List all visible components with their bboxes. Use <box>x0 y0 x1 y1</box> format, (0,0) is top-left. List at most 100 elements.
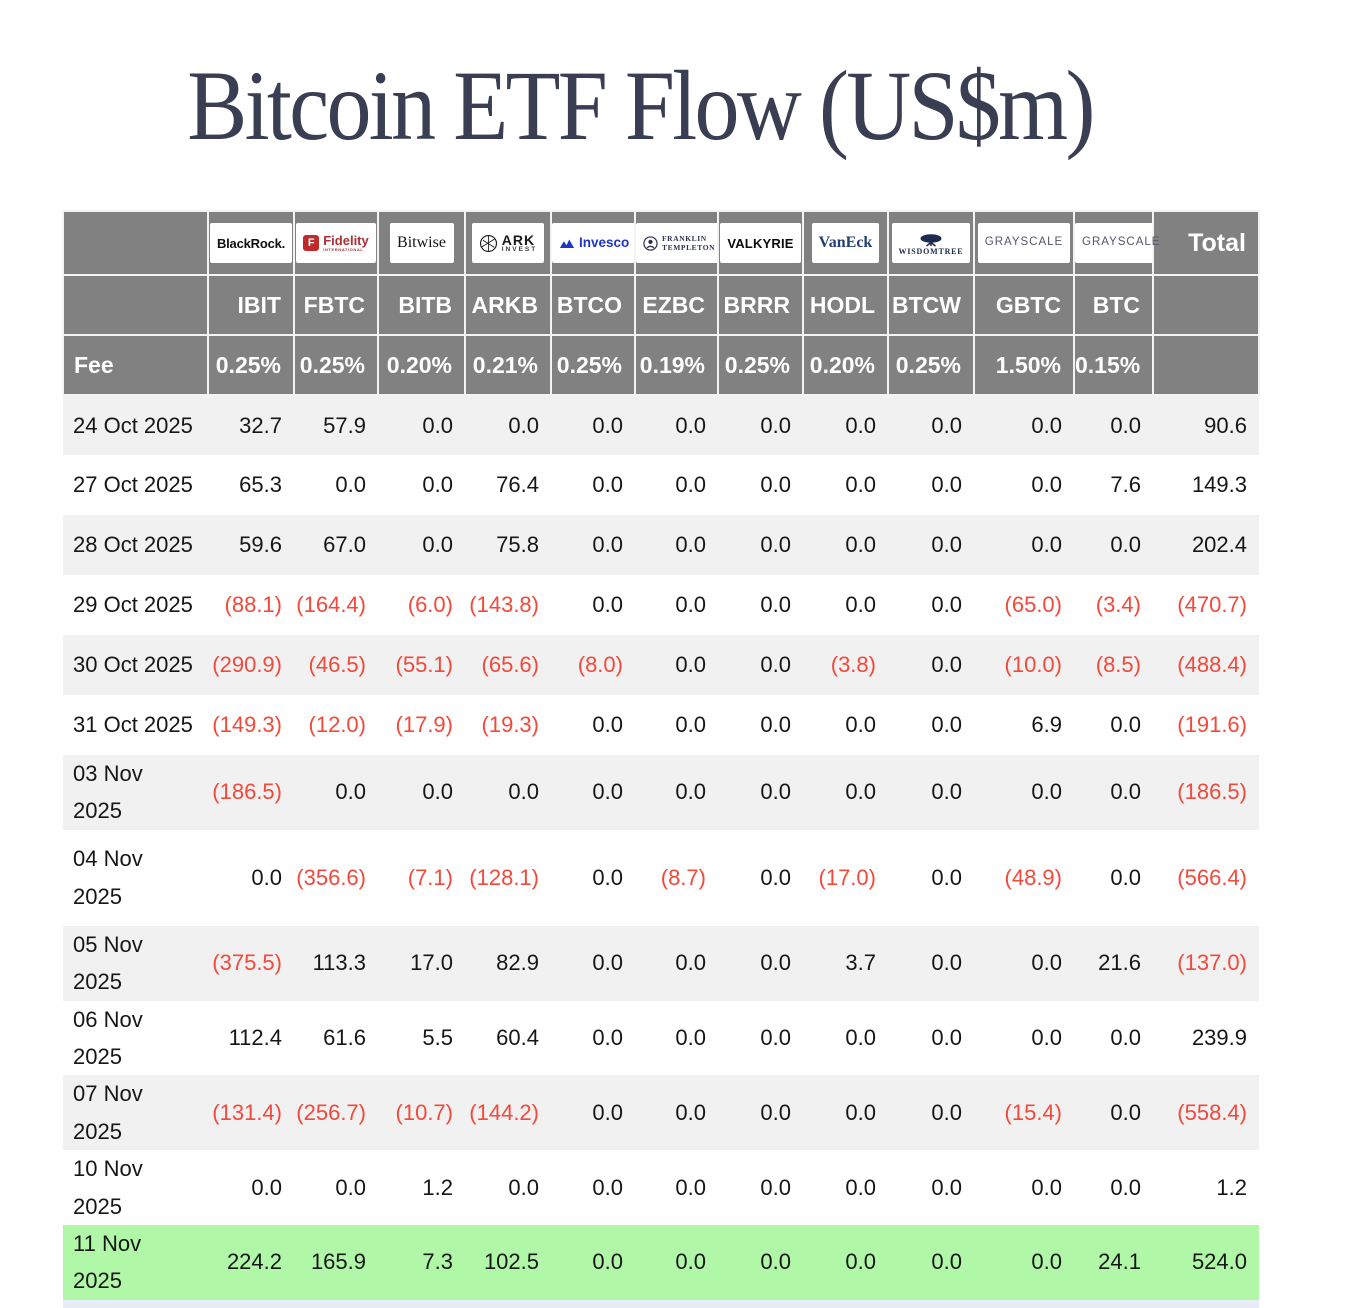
flow-cell: 0.0 <box>1074 1150 1153 1225</box>
flow-cell: 0.0 <box>718 755 803 830</box>
logo-row: BlackRock. F Fidelity INTERNATIONAL Bitw… <box>62 210 1260 276</box>
flow-cell: 60.4 <box>465 1000 551 1076</box>
ticker-btco: BTCO <box>550 274 636 336</box>
logo-cell-valkyrie: VALKYRIE <box>717 210 804 276</box>
empty-cell <box>1152 334 1260 396</box>
flow-cell: (186.5) <box>208 755 294 830</box>
flow-cell: 0.0 <box>551 829 635 926</box>
empty-cell <box>1152 274 1260 336</box>
flow-cell: 165.9 <box>294 1224 378 1300</box>
total-cell: 149.3 <box>1153 455 1259 515</box>
flow-cell: 0.0 <box>803 395 888 455</box>
flow-cell: 59.6 <box>208 515 294 575</box>
flow-cell: (12.0) <box>294 695 378 755</box>
flow-cell: 0.0 <box>635 695 718 755</box>
flow-cell: 102.5 <box>465 1224 551 1300</box>
flow-cell: 24.1 <box>1074 1224 1153 1300</box>
flow-cell: 0.0 <box>718 829 803 926</box>
table-row: 05 Nov 2025 (375.5) 113.3 17.0 82.9 0.0 0.0 0.0… <box>63 925 1259 1001</box>
flow-cell: 0.0 <box>974 925 1074 1001</box>
flow-cell: 0.0 <box>803 575 888 635</box>
date-cell: 03 Nov 2025 <box>63 755 208 830</box>
date-cell: 07 Nov 2025 <box>63 1075 208 1151</box>
ticker-btc: BTC <box>1073 274 1154 336</box>
page-title: Bitcoin ETF Flow (US$m) <box>187 49 1095 161</box>
flow-cell: 6.9 <box>974 695 1074 755</box>
flow-cell: 0.0 <box>718 1224 803 1300</box>
flow-cell: 0.0 <box>465 1150 551 1225</box>
ticker-ibit: IBIT <box>207 274 295 336</box>
ticker-brrr: BRRR <box>717 274 804 336</box>
flow-cell: 0.0 <box>974 1224 1074 1300</box>
flow-cell: (8.7) <box>635 829 718 926</box>
flow-cell: (65.6) <box>465 635 551 695</box>
flow-cell: 0.0 <box>974 515 1074 575</box>
table-row: 04 Nov 2025 0.0 (356.6) (7.1) (128.1) 0.0 (8.7… <box>63 829 1259 926</box>
flow-cell: (3.4) <box>1074 575 1153 635</box>
flow-cell: 0.0 <box>718 575 803 635</box>
flow-cell: 0.0 <box>551 455 635 515</box>
table-row: 03 Nov 2025 (186.5) 0.0 0.0 0.0 0.0 0.0 0.0 0.0 0… <box>63 755 1259 830</box>
fee-row-label: Fee <box>62 334 209 396</box>
flow-cell: 0.0 <box>803 1224 888 1300</box>
flow-cell: 0.0 <box>551 925 635 1001</box>
ark-logo-subtext: INVEST <box>501 245 538 253</box>
flow-cell: (10.7) <box>378 1075 465 1151</box>
blackrock-logo-text: BlackRock. <box>216 235 286 251</box>
flow-cell: 0.0 <box>974 1150 1074 1225</box>
flow-cell: (256.7) <box>294 1075 378 1151</box>
franklin-templeton-logo: FRANKLIN TEMPLETON <box>636 223 723 263</box>
blackrock-logo: BlackRock. <box>209 223 293 263</box>
flow-cell: (15.4) <box>974 1075 1074 1151</box>
franklin-logo-text-1: FRANKLIN <box>662 234 707 243</box>
franklin-logo-text-2: TEMPLETON <box>662 242 716 252</box>
date-cell: 06 Nov 2025 <box>63 1000 208 1076</box>
flow-cell: (88.1) <box>208 575 294 635</box>
flow-cell: 0.0 <box>1074 695 1153 755</box>
title-wrap: Bitcoin ETF Flow (US$m) <box>0 0 1280 210</box>
flow-cell: 67.0 <box>294 515 378 575</box>
fee-btc: 0.15% <box>1073 334 1154 396</box>
total-cell: 239.9 <box>1153 1000 1259 1076</box>
flow-cell: 0.0 <box>888 395 974 455</box>
flow-cell: (7.1) <box>378 829 465 926</box>
flow-cell: (8.0) <box>551 635 635 695</box>
bitwise-logo-text: Bitwise <box>397 234 446 251</box>
flow-cell: 0.0 <box>551 515 635 575</box>
flow-cell: 0.0 <box>888 635 974 695</box>
logo-cell-ark: ARK INVEST <box>464 210 552 276</box>
flow-cell: 3.7 <box>803 925 888 1001</box>
invesco-logo: Invesco <box>552 223 637 263</box>
flow-cell: 76.4 <box>465 455 551 515</box>
flow-cell: 0.0 <box>718 635 803 695</box>
flow-cell: 0.0 <box>803 695 888 755</box>
table-row: 06 Nov 2025 112.4 61.6 5.5 60.4 0.0 0.0 0.0 0.0 0… <box>63 1000 1259 1076</box>
total-cell: 524.0 <box>1153 1224 1259 1300</box>
ticker-arkb: ARKB <box>464 274 552 336</box>
flow-cell: 0.0 <box>888 455 974 515</box>
flow-cell: 0.0 <box>635 515 718 575</box>
flow-cell: 0.0 <box>551 575 635 635</box>
flow-cell: (128.1) <box>465 829 551 926</box>
flow-cell: 0.0 <box>718 515 803 575</box>
total-cell: (488.4) <box>1153 635 1259 695</box>
flow-cell: 32.7 <box>208 395 294 455</box>
etf-flow-table: BlackRock. F Fidelity INTERNATIONAL Bitw… <box>62 210 1260 1308</box>
flow-cell: (3.8) <box>803 635 888 695</box>
vaneck-logo: VanEck <box>811 223 880 263</box>
fidelity-f-icon: F <box>303 235 320 251</box>
flow-cell: 0.0 <box>635 1150 718 1225</box>
total-cell: 202.4 <box>1153 515 1259 575</box>
total-cell: (137.0) <box>1153 925 1259 1001</box>
flow-cell: 0.0 <box>551 1075 635 1151</box>
table-row: 07 Nov 2025 (131.4) (256.7) (10.7) (144.2) 0.… <box>63 1075 1259 1151</box>
vaneck-logo-text: VanEck <box>818 234 873 251</box>
flow-cell: 0.0 <box>378 455 465 515</box>
flow-cell: 0.0 <box>551 755 635 830</box>
flow-cell: 17.0 <box>378 925 465 1001</box>
flow-cell: 0.0 <box>1074 395 1153 455</box>
flow-cell: 112.4 <box>208 1000 294 1076</box>
flow-cell: 0.0 <box>974 755 1074 830</box>
flow-cell: 0.0 <box>1074 755 1153 830</box>
flow-cell: 0.0 <box>888 1075 974 1151</box>
